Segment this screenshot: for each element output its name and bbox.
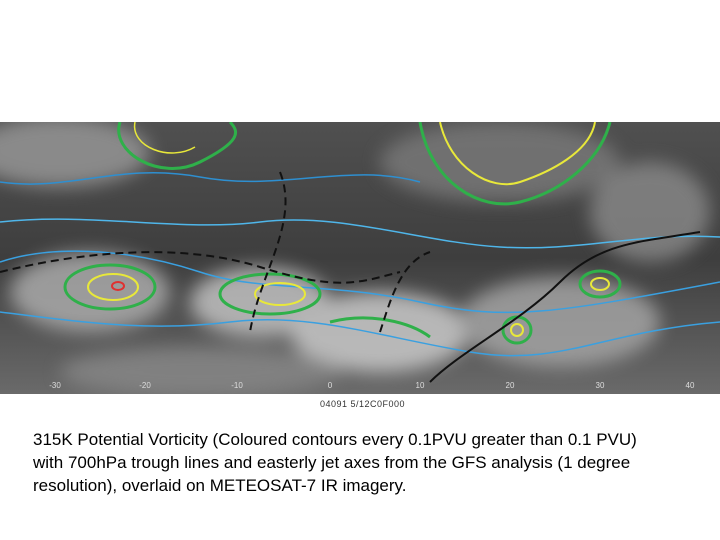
- caption-line: with 700hPa trough lines and easterly je…: [33, 453, 631, 472]
- image-stamp: 04091 5/12C0F000: [320, 399, 406, 409]
- longitude-label: 40: [686, 381, 695, 390]
- trough-lines: [0, 171, 701, 383]
- clouds: [0, 122, 710, 394]
- longitude-label: 30: [596, 381, 605, 390]
- longitude-label: 0: [328, 381, 333, 390]
- longitude-label: -10: [231, 381, 243, 390]
- caption-line: 315K Potential Vorticity (Coloured conto…: [33, 430, 637, 449]
- pv-contours: [0, 122, 720, 357]
- longitude-labels: -30 -20 -10 0 10 20 30 40: [49, 381, 695, 390]
- caption-line: resolution), overlaid on METEOSAT-7 IR i…: [33, 476, 407, 495]
- caption: 315K Potential Vorticity (Coloured conto…: [33, 428, 637, 497]
- longitude-label: -30: [49, 381, 61, 390]
- longitude-label: -20: [139, 381, 151, 390]
- longitude-label: 20: [506, 381, 515, 390]
- longitude-label: 10: [416, 381, 425, 390]
- satellite-image: -30 -20 -10 0 10 20 30 40: [0, 122, 720, 394]
